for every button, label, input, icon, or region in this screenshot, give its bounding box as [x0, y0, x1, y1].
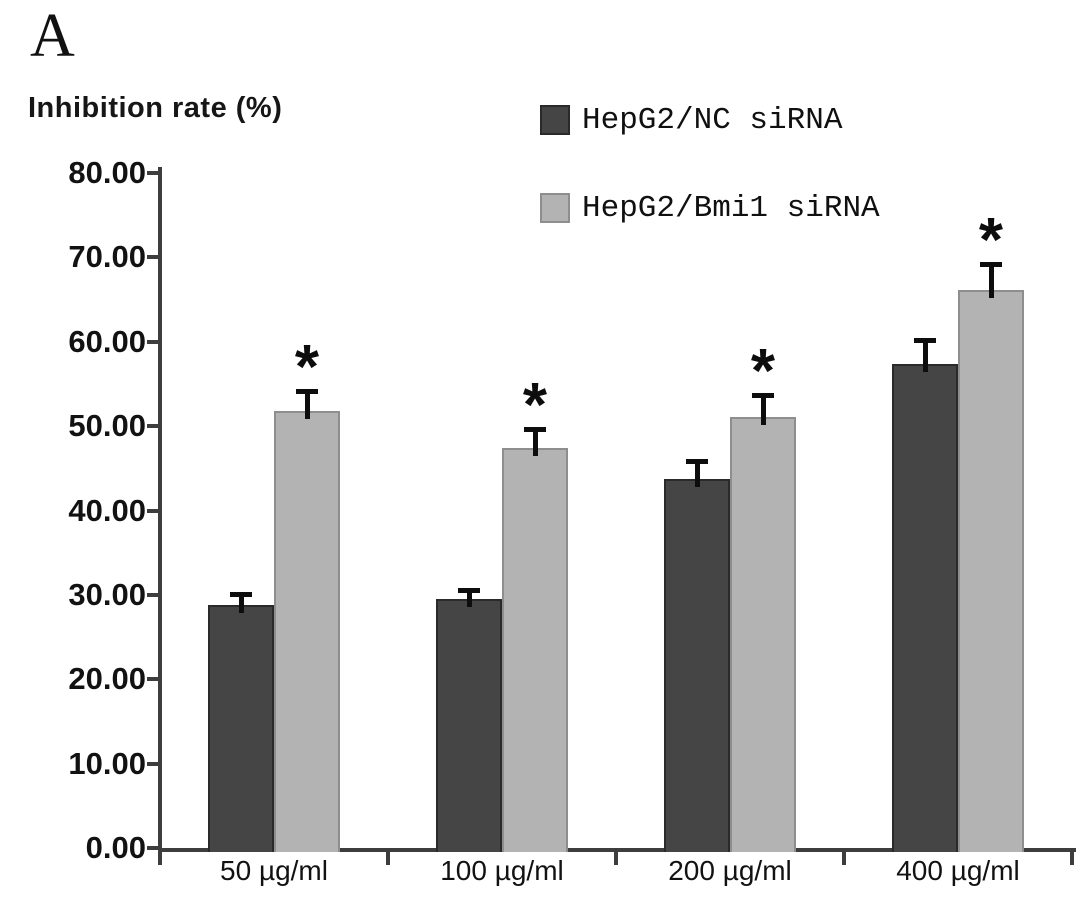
bar-nc-sirna — [892, 363, 958, 852]
bar-nc-sirna — [664, 479, 730, 852]
y-tick-label: 80.00 — [68, 155, 146, 190]
y-axis-tick — [147, 508, 160, 513]
error-bar-cap — [296, 389, 318, 394]
y-axis-title: Inhibition rate (%) — [28, 92, 283, 124]
significance-asterisk: * — [750, 337, 776, 407]
y-tick-label: 70.00 — [68, 239, 146, 275]
x-axis-tick — [842, 848, 846, 865]
legend-label: HepG2/Bmi1 siRNA — [582, 190, 880, 226]
y-axis-tick — [147, 339, 160, 344]
y-tick-label: 30.00 — [68, 576, 146, 612]
bar-bmi1-sirna — [958, 290, 1024, 852]
bar-nc-sirna — [208, 605, 274, 852]
x-axis-tick — [1070, 848, 1074, 865]
error-bar-cap — [980, 261, 1002, 267]
x-category-label: 400 µg/ml — [896, 855, 1020, 886]
error-bar-stem — [532, 426, 538, 457]
legend-item: HepG2/NC siRNA — [540, 100, 842, 140]
error-bar-cap — [458, 588, 480, 594]
x-category-label: 50 µg/ml — [220, 855, 328, 886]
bar-bmi1-sirna — [502, 448, 568, 852]
bar-nc-sirna — [436, 599, 502, 852]
bar-bmi1-sirna — [274, 410, 340, 852]
x-category-label: 200 µg/ml — [668, 855, 792, 886]
y-axis-tick — [147, 761, 160, 766]
y-axis-tick — [147, 677, 160, 682]
error-bar-stem — [988, 261, 994, 299]
error-bar-stem — [238, 592, 244, 613]
error-bar-cap — [686, 459, 708, 465]
y-axis-line — [158, 167, 162, 860]
legend-item: HepG2/Bmi1 siRNA — [540, 188, 880, 228]
y-tick-label: 0.00 — [85, 830, 146, 865]
error-bar-cap — [524, 426, 546, 432]
x-category-label: 100 µg/ml — [440, 855, 564, 886]
y-tick-label: 50.00 — [68, 408, 146, 444]
y-tick-label: 10.00 — [68, 745, 146, 781]
panel-label: A — [30, 2, 75, 70]
y-tick-label: 20.00 — [68, 661, 146, 697]
significance-asterisk: * — [522, 370, 548, 440]
error-bar-cap — [914, 338, 936, 344]
error-bar-stem — [760, 393, 766, 425]
significance-asterisk: * — [294, 333, 320, 402]
x-axis-tick — [158, 848, 162, 865]
bar-bmi1-sirna — [730, 416, 796, 852]
y-axis-tick — [147, 255, 160, 260]
y-axis-tick — [147, 592, 160, 597]
y-axis-tick — [147, 424, 160, 429]
legend-swatch-icon — [540, 105, 570, 135]
error-bar-stem — [694, 459, 700, 488]
legend-label: HepG2/NC siRNA — [582, 102, 843, 138]
y-tick-label: 60.00 — [68, 323, 146, 359]
significance-asterisk: * — [978, 205, 1004, 275]
error-bar-stem — [922, 338, 928, 372]
legend-swatch-icon — [540, 193, 570, 223]
y-axis-tick — [147, 171, 160, 175]
error-bar-stem — [466, 588, 472, 608]
error-bar-cap — [752, 393, 774, 399]
x-axis-tick — [386, 848, 390, 865]
error-bar-stem — [304, 389, 310, 419]
error-bar-cap — [230, 592, 252, 598]
y-axis-tick — [147, 846, 160, 850]
y-tick-label: 40.00 — [68, 492, 146, 528]
x-axis-tick — [614, 848, 618, 865]
